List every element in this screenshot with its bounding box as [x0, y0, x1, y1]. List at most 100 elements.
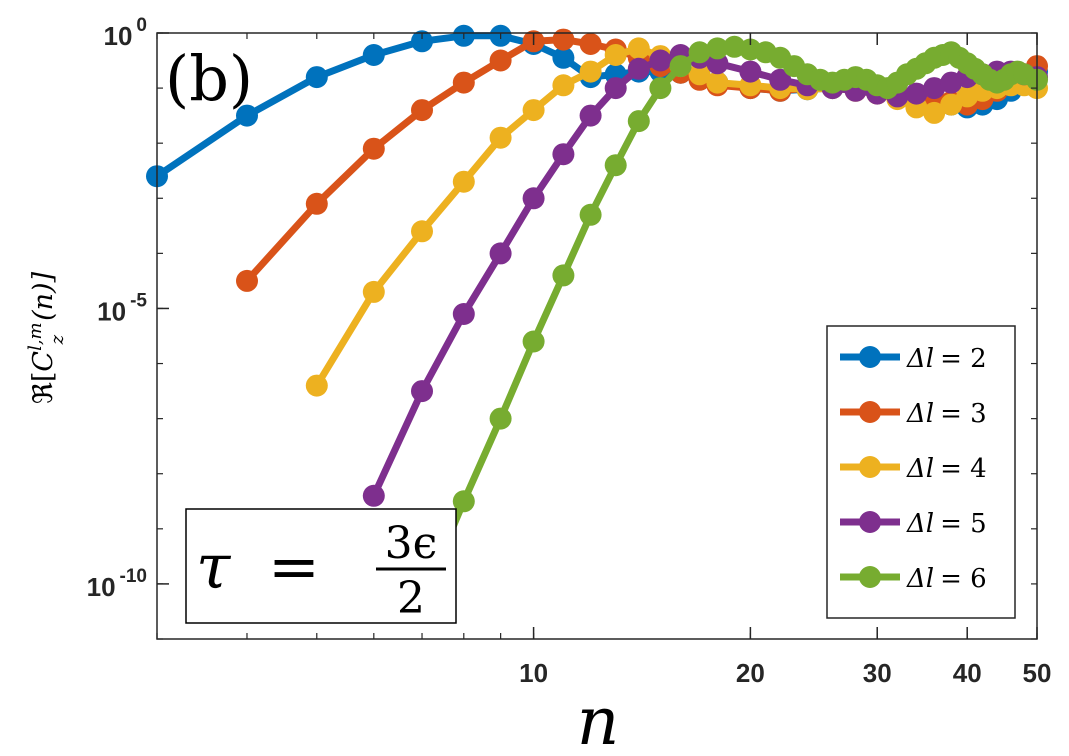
legend-marker: [859, 346, 881, 368]
data-point: [452, 303, 475, 325]
data-point: [362, 137, 385, 160]
data-point: [489, 242, 512, 265]
data-point: [552, 28, 575, 51]
data-point: [452, 490, 475, 513]
data-point: [552, 46, 575, 69]
data-point: [649, 77, 672, 100]
data-point: [579, 104, 602, 127]
data-point: [552, 143, 575, 166]
legend-label: Δl = 6: [906, 564, 987, 594]
ylabel-c: C: [28, 351, 59, 372]
data-point: [552, 264, 575, 287]
data-point: [452, 170, 475, 193]
legend-marker: [859, 401, 881, 423]
y-tick-base: 10: [104, 21, 133, 51]
annotation-box: [185, 508, 457, 624]
legend-box: [826, 325, 1016, 619]
legend-label: Δl = 2: [906, 344, 987, 374]
y-tick-label: 10 0: [104, 15, 148, 51]
ylabel-sub: z: [47, 334, 68, 345]
data-point: [923, 101, 946, 124]
x-tick-label: 30: [863, 658, 892, 688]
svg-text:ℜ[Cl,mz(n)]: ℜ[Cl,mz (n)]: [25, 271, 68, 404]
data-point: [627, 37, 650, 60]
legend-label-rhs: = 5: [940, 509, 987, 539]
data-point: [627, 57, 650, 80]
data-point: [604, 154, 627, 177]
ylabel-arg: (n)]: [28, 271, 59, 320]
data-point: [522, 330, 545, 353]
data-point: [579, 203, 602, 226]
data-point: [489, 407, 512, 430]
annotation-equals: =: [268, 530, 320, 603]
data-point: [305, 374, 328, 397]
legend-entry: Δl = 6: [840, 564, 987, 594]
y-tick-exponent: 0: [136, 15, 147, 36]
data-point: [769, 68, 792, 91]
data-point: [522, 187, 545, 210]
legend: Δl = 2Δl = 3Δl = 4Δl = 5Δl = 6: [826, 325, 1016, 619]
annotation-denominator: 2: [397, 573, 425, 624]
data-point: [923, 77, 946, 100]
ylabel-re: ℜ[: [28, 372, 59, 405]
legend-marker: [859, 456, 881, 478]
data-point: [688, 41, 711, 64]
ylabel-sup: l,m: [25, 322, 46, 351]
data-point: [452, 71, 475, 94]
legend-entry: Δl = 4: [840, 454, 987, 484]
data-point: [739, 60, 762, 83]
legend-marker: [859, 566, 881, 588]
y-tick-label: 10 -10: [87, 566, 147, 602]
series-6: [411, 35, 1048, 612]
y-tick-base: 10: [87, 572, 116, 602]
data-point: [411, 30, 433, 53]
legend-label-rhs: = 3: [940, 399, 987, 429]
data-point: [905, 82, 928, 105]
annotation-tau: τ: [196, 530, 232, 603]
data-point: [489, 49, 512, 72]
x-tick-label: 20: [736, 658, 765, 688]
annotation-numerator: 3ϵ: [385, 518, 438, 569]
data-point: [649, 49, 672, 72]
data-point: [305, 66, 328, 89]
legend-label-lhs: Δl: [906, 509, 934, 539]
data-point: [604, 44, 627, 66]
tau-annotation: τ = 3ϵ 2: [185, 508, 457, 624]
data-point: [362, 484, 385, 507]
x-axis-label: n: [577, 683, 620, 756]
data-point: [669, 55, 692, 78]
y-tick-label: 10 -5: [97, 290, 147, 326]
data-point: [706, 37, 729, 60]
data-point: [522, 99, 545, 122]
data-point: [362, 280, 385, 303]
data-point: [627, 110, 650, 133]
legend-label-rhs: = 4: [940, 454, 987, 484]
legend-marker: [859, 511, 881, 533]
legend-entry: Δl = 2: [840, 344, 987, 374]
x-tick-label: 10: [519, 658, 548, 688]
data-point: [411, 99, 433, 122]
y-axis-label: ℜ[Cl,mz (n)]: [25, 271, 68, 404]
legend-label-lhs: Δl: [906, 564, 934, 594]
data-point: [305, 192, 328, 215]
data-point: [411, 220, 433, 243]
data-point: [411, 380, 433, 403]
data-point: [604, 77, 627, 100]
data-point: [552, 74, 575, 97]
legend-entry: Δl = 3: [840, 399, 987, 429]
data-point: [579, 33, 602, 55]
legend-label: Δl = 3: [906, 399, 987, 429]
x-tick-label: 50: [1023, 658, 1052, 688]
legend-label: Δl = 5: [906, 509, 987, 539]
data-point: [579, 60, 602, 83]
data-point: [706, 71, 729, 94]
legend-entry: Δl = 5: [840, 509, 987, 539]
y-tick-exponent: -10: [120, 566, 147, 587]
data-point: [688, 63, 711, 86]
legend-label-lhs: Δl: [906, 344, 934, 374]
data-point: [362, 44, 385, 66]
data-point: [489, 126, 512, 149]
legend-label: Δl = 4: [906, 454, 987, 484]
